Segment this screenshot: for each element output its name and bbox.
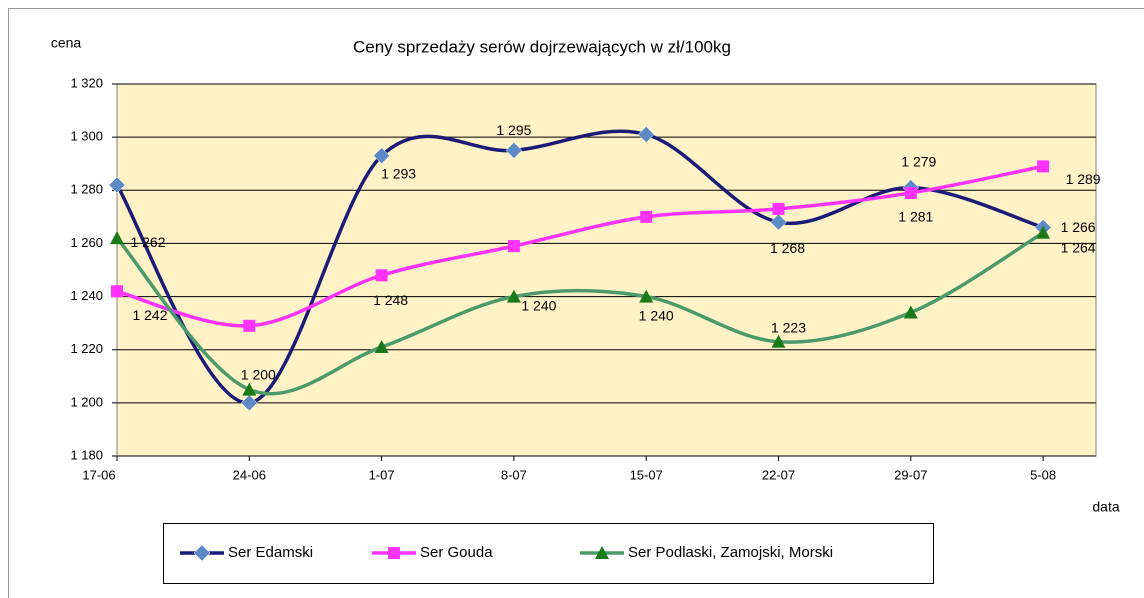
- plot-area: [116, 83, 1097, 457]
- marker: [772, 202, 785, 215]
- data-label: 1 289: [1066, 171, 1101, 187]
- legend-item: Ser Podlaski, Zamojski, Morski: [580, 544, 833, 561]
- y-tick-label: 1 220: [70, 341, 103, 356]
- marker: [243, 319, 256, 332]
- marker: [108, 176, 126, 194]
- data-label: 1 266: [1061, 219, 1096, 235]
- data-label: 1 262: [130, 234, 165, 250]
- marker: [903, 305, 918, 319]
- data-label: 1 240: [521, 297, 556, 313]
- marker: [507, 240, 520, 253]
- data-label: 1 268: [770, 240, 805, 256]
- marker: [1036, 225, 1051, 239]
- marker: [904, 186, 917, 199]
- marker: [506, 289, 521, 303]
- data-label: 1 223: [771, 319, 806, 335]
- marker: [374, 340, 389, 354]
- x-tick-label: 5-08: [1030, 467, 1056, 482]
- legend-item: Ser Edamski: [180, 544, 313, 562]
- marker: [388, 547, 400, 559]
- marker: [639, 289, 654, 303]
- chart-border: [8, 8, 1144, 598]
- y-tick-label: 1 180: [70, 447, 103, 462]
- x-tick-label: 8-07: [501, 467, 527, 482]
- x-tick-label: 24-06: [233, 467, 266, 482]
- x-tick-label: 22-07: [762, 467, 795, 482]
- data-label: 1 242: [132, 307, 167, 323]
- x-tick-label: 1-07: [369, 467, 395, 482]
- marker: [375, 269, 388, 282]
- data-label: 1 295: [496, 122, 531, 138]
- marker: [110, 231, 124, 245]
- marker: [1037, 160, 1050, 173]
- marker: [242, 382, 257, 396]
- marker: [111, 285, 123, 298]
- marker: [240, 394, 258, 412]
- y-tick-label: 1 240: [70, 288, 103, 303]
- legend-label: Ser Gouda: [420, 544, 493, 561]
- data-label: 1 279: [901, 154, 936, 170]
- marker: [595, 546, 609, 559]
- x-tick-label: 15-07: [630, 467, 663, 482]
- y-tick-label: 1 280: [70, 182, 103, 197]
- y-tick-label: 1 300: [70, 129, 103, 144]
- marker: [640, 210, 653, 223]
- y-axis-label: cena: [51, 35, 82, 51]
- y-tick-label: 1 200: [70, 394, 103, 409]
- x-tick-label: 17-06: [82, 467, 115, 482]
- chart-title: Ceny sprzedaży serów dojrzewających w zł…: [353, 37, 731, 56]
- data-label: 1 240: [639, 307, 674, 323]
- x-axis-label: data: [1092, 499, 1119, 515]
- marker: [373, 147, 390, 165]
- data-label: 1 281: [898, 208, 933, 224]
- legend-label: Ser Edamski: [228, 544, 313, 561]
- marker: [771, 334, 786, 348]
- marker: [193, 544, 211, 562]
- legend-item: Ser Gouda: [372, 544, 493, 561]
- data-label: 1 248: [373, 292, 408, 308]
- marker: [505, 142, 523, 159]
- y-tick-label: 1 320: [70, 75, 103, 90]
- x-tick-label: 29-07: [894, 467, 927, 482]
- data-label: 1 200: [241, 367, 276, 383]
- data-label: 1 264: [1061, 240, 1096, 256]
- marker: [637, 126, 655, 143]
- data-label: 1 293: [381, 165, 416, 181]
- legend: [163, 523, 934, 584]
- series-line: [116, 164, 1044, 328]
- legend-label: Ser Podlaski, Zamojski, Morski: [628, 544, 833, 561]
- marker: [770, 213, 787, 231]
- y-tick-label: 1 260: [70, 235, 103, 250]
